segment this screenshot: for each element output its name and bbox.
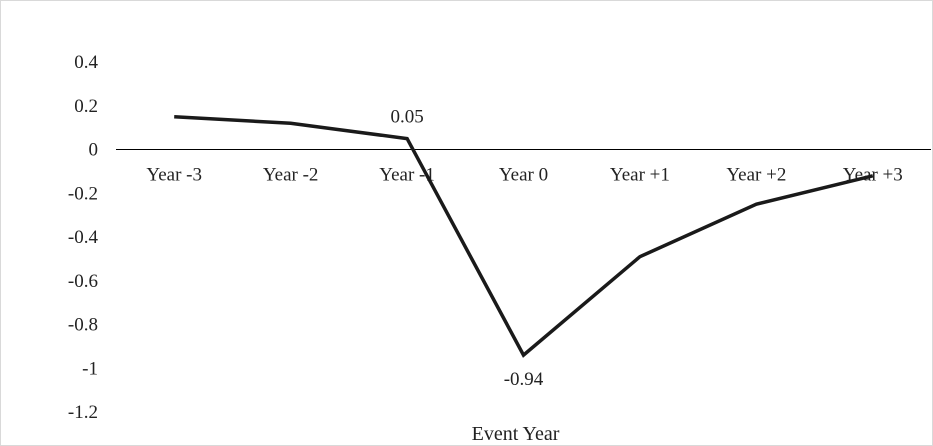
y-tick-label: -1 (82, 358, 98, 379)
y-tick-label: -0.4 (68, 227, 99, 248)
x-tick-label: Year -1 (379, 165, 435, 186)
y-tick-label: 0.4 (74, 52, 98, 73)
x-tick-label: Year -3 (146, 165, 202, 186)
x-tick-label: Year 0 (499, 165, 548, 186)
y-tick-label: 0 (89, 140, 99, 161)
y-axis-ticks: 0.4 0.2 0 -0.2 -0.4 -0.6 -0.8 -1 -1.2 (68, 52, 99, 423)
series-line (174, 114, 874, 358)
data-labels: 0.05 -0.94 (390, 107, 543, 391)
y-tick-label: -0.8 (68, 315, 98, 336)
x-tick-label: Year +2 (726, 165, 786, 186)
y-tick-label: 0.2 (74, 96, 98, 117)
y-tick-label: -1.2 (68, 402, 98, 423)
y-tick-label: -0.6 (68, 271, 98, 292)
x-axis-categories: Year -3 Year -2 Year -1 Year 0 Year +1 Year +… (146, 165, 902, 186)
data-label: -0.94 (504, 369, 544, 390)
x-tick-label: Year +1 (610, 165, 670, 186)
x-axis-title: Event Year (472, 423, 560, 445)
x-tick-label: Year -2 (263, 165, 319, 186)
data-label: 0.05 (390, 107, 423, 128)
y-tick-label: -0.2 (68, 183, 98, 204)
